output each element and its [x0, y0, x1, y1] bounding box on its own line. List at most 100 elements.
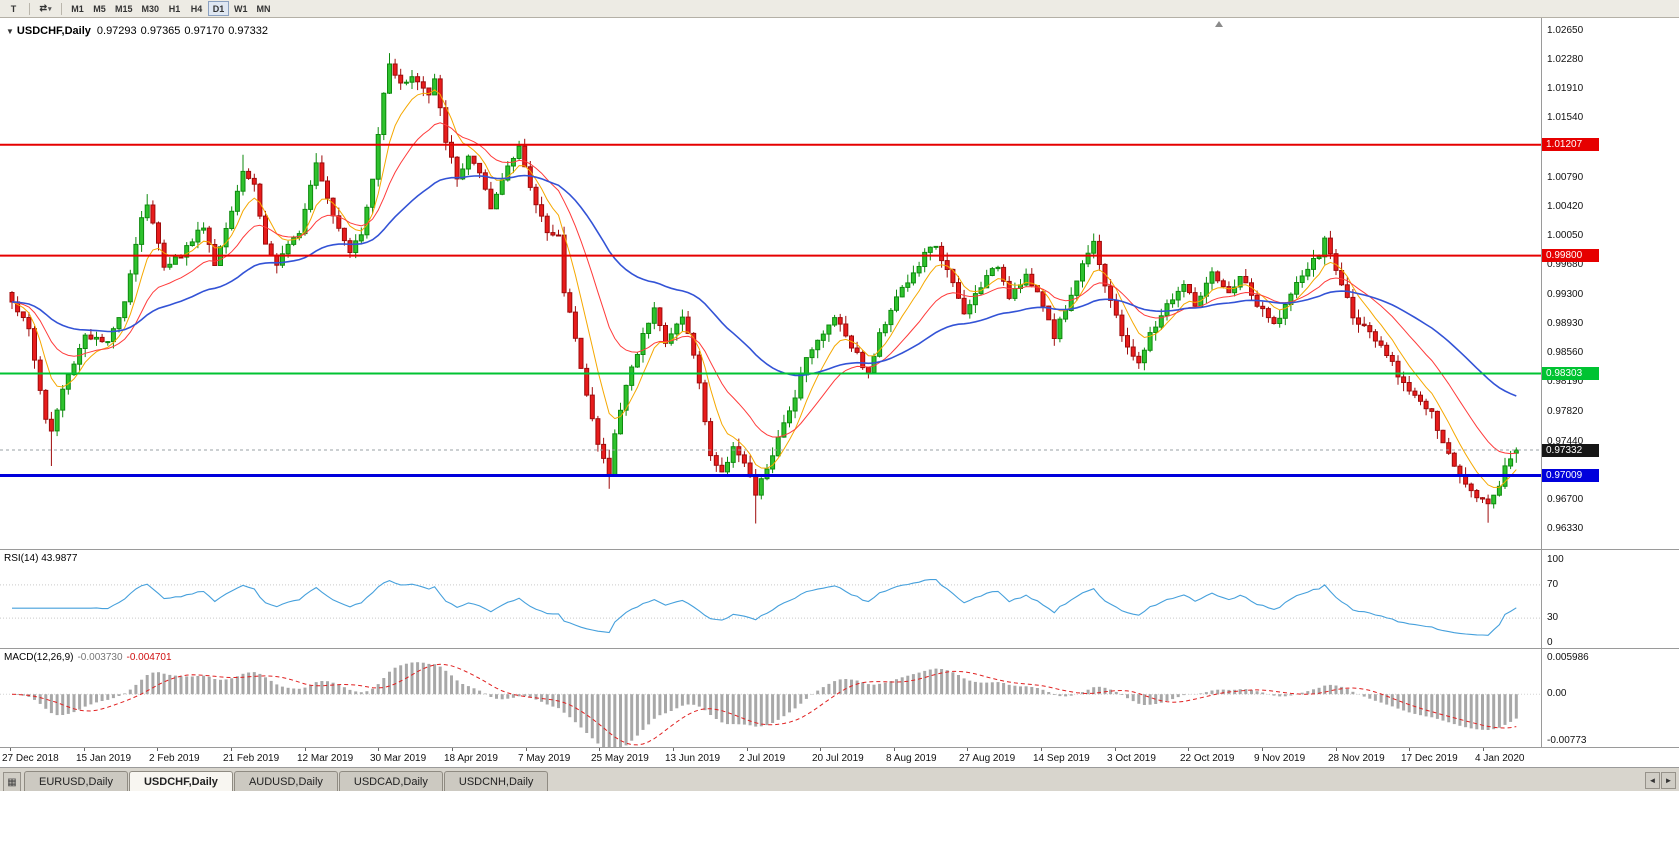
rsi-name: RSI(14)	[4, 553, 39, 564]
tab-usdcnh-daily[interactable]: USDCNH,Daily	[443, 771, 549, 791]
time-axis-tick	[1041, 748, 1042, 751]
time-axis-tick	[1188, 748, 1189, 751]
timeframe-m30-button[interactable]: M30	[138, 1, 164, 16]
ma-7-line	[11, 89, 1517, 489]
price-axis-label: 0.98190	[1547, 376, 1584, 387]
price-axis-label: 0.96330	[1547, 523, 1584, 534]
timeframe-h1-button[interactable]: H1	[164, 1, 185, 16]
chart-symbol-label: USDCHF,Daily	[16, 25, 91, 37]
tab-scroll-left-icon[interactable]: ◄	[1645, 772, 1660, 789]
ohlc-close: 0.97332	[228, 25, 268, 37]
price-axis-label: 0.97440	[1547, 436, 1584, 447]
chart-list-icon[interactable]: ▦	[3, 772, 21, 791]
time-axis-tick	[1336, 748, 1337, 751]
rsi-axis-label: 30	[1547, 612, 1559, 623]
time-axis-label: 28 Nov 2019	[1328, 753, 1385, 764]
price-axis-label: 1.02650	[1547, 25, 1584, 36]
price-chart-svg	[0, 21, 1541, 524]
rsi-svg	[0, 578, 1541, 636]
chart-shift-marker[interactable]	[1215, 21, 1223, 27]
time-axis-tick	[452, 748, 453, 751]
time-axis-label: 3 Oct 2019	[1107, 753, 1156, 764]
price-axis-label: 1.01910	[1547, 83, 1584, 94]
macd-label: MACD(12,26,9) -0.003730 -0.004701	[4, 652, 172, 663]
rsi-axis-label: 70	[1547, 579, 1559, 590]
macd-pane[interactable]: MACD(12,26,9) -0.003730 -0.004701 0.005986…	[0, 648, 1679, 747]
tab-strip: EURUSD,Daily USDCHF,Daily AUDUSD,Daily USDC…	[24, 771, 549, 791]
time-axis-label: 14 Sep 2019	[1033, 753, 1090, 764]
timeframe-mn-button[interactable]: MN	[253, 1, 275, 16]
ma-18-line	[11, 122, 1517, 455]
time-axis-label: 20 Jul 2019	[812, 753, 864, 764]
timeframe-w1-button[interactable]: W1	[230, 1, 252, 16]
time-axis-tick	[84, 748, 85, 751]
time-axis-label: 30 Mar 2019	[370, 753, 427, 764]
price-axis-label: 1.00420	[1547, 201, 1584, 212]
time-axis-label: 8 Aug 2019	[886, 753, 937, 764]
tool-dropdown-button[interactable]: ⇄▾	[35, 1, 56, 16]
timeframe-d1-button[interactable]: D1	[208, 1, 230, 16]
chevron-down-icon: ▾	[48, 6, 52, 13]
timeframe-h4-button[interactable]: H4	[186, 1, 207, 16]
timeframe-m15-button[interactable]: M15	[111, 1, 137, 16]
time-axis-tick	[1483, 748, 1484, 751]
time-axis-tick	[1409, 748, 1410, 751]
macd-axis-label: -0.00773	[1547, 735, 1587, 746]
macd-signal-value: -0.004701	[126, 652, 172, 663]
timeframe-m5-button[interactable]: M5	[89, 1, 110, 16]
tab-eurusd-daily[interactable]: EURUSD,Daily	[24, 771, 128, 791]
tab-usdcad-daily[interactable]: USDCAD,Daily	[338, 771, 443, 791]
rsi-value: 43.9877	[41, 553, 78, 564]
time-axis-label: 22 Oct 2019	[1180, 753, 1235, 764]
hline-price-tag: 1.01207	[1542, 138, 1599, 151]
toolbar-separator	[29, 2, 30, 15]
price-axis-separator	[1541, 18, 1542, 549]
time-axis-tick	[820, 748, 821, 751]
price-axis-label: 0.97820	[1547, 406, 1584, 417]
tab-usdchf-daily[interactable]: USDCHF,Daily	[128, 771, 233, 791]
time-axis-label: 18 Apr 2019	[444, 753, 498, 764]
time-axis-label: 25 May 2019	[591, 753, 649, 764]
time-axis-label: 27 Aug 2019	[959, 753, 1016, 764]
current-price-tag: 0.97332	[1542, 444, 1599, 457]
chart-toolbar: T ⇄▾ M1 M5 M15 M30 H1 H4 D1 W1 MN	[0, 0, 1679, 18]
timeframe-m1-button[interactable]: M1	[67, 1, 88, 16]
time-axis-tick	[1262, 748, 1263, 751]
hline-price-tag: 0.99800	[1542, 249, 1599, 262]
macd-axis-label: 0.00	[1547, 688, 1567, 699]
chart-tab-bar: ▦ EURUSD,Daily USDCHF,Daily AUDUSD,Daily US…	[0, 767, 1679, 791]
time-axis-tick	[747, 748, 748, 751]
time-axis-tick	[378, 748, 379, 751]
text-tool-button[interactable]: T	[3, 1, 24, 16]
time-axis-tick	[231, 748, 232, 751]
price-axis-label: 0.99680	[1547, 259, 1584, 270]
rsi-axis-label: 0	[1547, 637, 1553, 648]
macd-signal-line	[11, 663, 1517, 746]
ohlc-low: 0.97170	[184, 25, 225, 37]
hline-price-tag: 0.98303	[1542, 367, 1599, 380]
chart-title: ▼ USDCHF,Daily 0.97293 0.97365 0.97170 0.9733…	[6, 25, 272, 37]
time-axis-label: 9 Nov 2019	[1254, 753, 1306, 764]
status-fill	[0, 791, 1679, 843]
rsi-pane[interactable]: RSI(14) 43.9877 100 70 30 0	[0, 549, 1679, 648]
price-axis-label: 0.99300	[1547, 289, 1584, 300]
price-axis-label: 0.96700	[1547, 494, 1584, 505]
time-axis-tick	[10, 748, 11, 751]
time-axis-tick	[967, 748, 968, 751]
macd-name: MACD(12,26,9)	[4, 652, 74, 663]
time-axis-label: 7 May 2019	[518, 753, 571, 764]
ma-48-line	[11, 174, 1517, 397]
tab-audusd-daily[interactable]: AUDUSD,Daily	[233, 771, 338, 791]
hline-price-tag: 0.97009	[1542, 469, 1599, 482]
ohlc-high: 0.97365	[140, 25, 181, 37]
tab-scroll-right-icon[interactable]: ►	[1661, 772, 1676, 789]
price-chart-pane[interactable]: ▼ USDCHF,Daily 0.97293 0.97365 0.97170 0.9733…	[0, 18, 1679, 549]
time-axis-label: 4 Jan 2020	[1475, 753, 1525, 764]
toolbar-separator	[61, 2, 62, 15]
time-axis-tick	[157, 748, 158, 751]
time-axis[interactable]: 27 Dec 2018 15 Jan 2019 2 Feb 2019 21 Feb 2…	[0, 747, 1679, 767]
collapse-triangle-icon[interactable]: ▼	[6, 27, 14, 36]
time-axis-label: 12 Mar 2019	[297, 753, 354, 764]
macd-axis-label: 0.005986	[1547, 652, 1589, 663]
